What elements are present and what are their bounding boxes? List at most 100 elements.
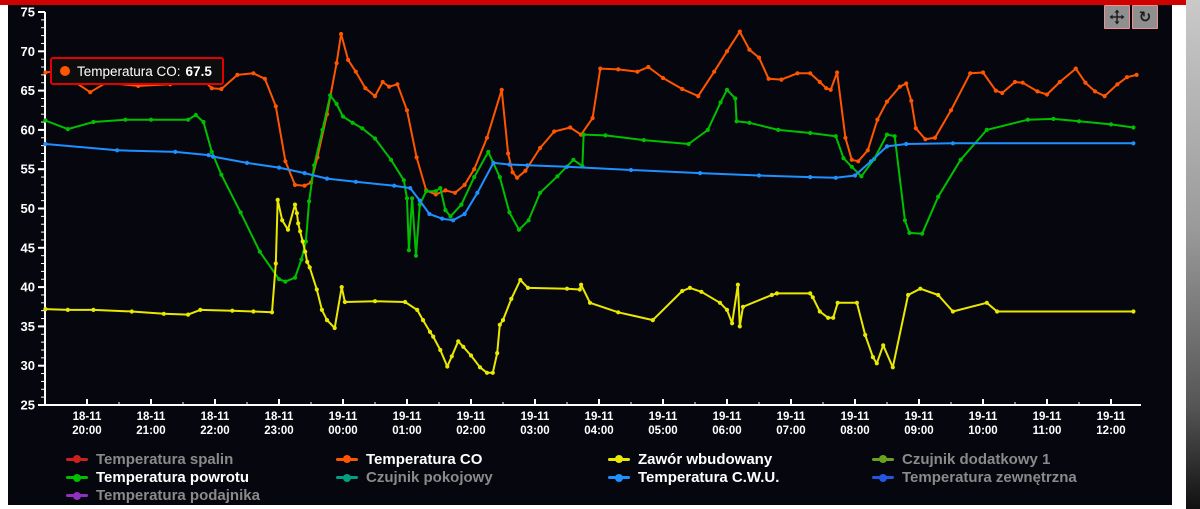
legend-marker-icon	[66, 473, 88, 482]
data-point	[328, 93, 333, 98]
data-point	[766, 76, 771, 81]
data-point	[499, 87, 504, 92]
legend-item-temperatura-powrotu[interactable]: Temperatura powrotu	[66, 468, 260, 486]
data-point	[936, 292, 941, 298]
data-point	[1108, 122, 1114, 127]
tooltip-label: Temperatura CO:	[77, 63, 181, 79]
data-point	[995, 309, 1000, 314]
data-point	[884, 132, 890, 137]
data-point	[906, 292, 911, 298]
data-point	[686, 141, 691, 147]
data-point	[452, 190, 458, 195]
data-point	[148, 117, 154, 122]
data-point	[420, 318, 426, 323]
legend-item-temperatura-spalin[interactable]: Temperatura spalin	[66, 450, 260, 468]
data-point	[275, 197, 280, 202]
data-point	[324, 318, 330, 323]
data-point	[448, 214, 453, 219]
legend-item-czujnik-dodatkowy-1[interactable]: Czujnik dodatkowy 1	[872, 450, 1077, 468]
data-point	[884, 144, 890, 149]
data-point	[884, 99, 890, 104]
x-tick-time: 07:00	[776, 425, 805, 437]
tooltip-value: 67.5	[185, 63, 212, 79]
pan-icon	[1109, 9, 1125, 25]
data-point	[433, 189, 438, 194]
data-point	[401, 178, 406, 183]
series-zaw-r-wbudowany	[43, 197, 1136, 375]
data-point	[292, 275, 298, 280]
y-tick-label: 50	[21, 201, 35, 216]
data-point	[372, 94, 378, 99]
legend-item-temperatura-zewn-trzna[interactable]: Temperatura zewnętrzna	[872, 468, 1077, 486]
vertical-scrollbar[interactable]	[1186, 0, 1200, 509]
data-point	[443, 208, 448, 213]
data-point	[833, 175, 838, 180]
legend-marker-icon	[336, 473, 358, 482]
data-point	[273, 104, 278, 109]
data-point	[461, 344, 466, 349]
data-point	[923, 137, 928, 142]
x-tick-time: 08:00	[840, 425, 869, 437]
x-tick-time: 01:00	[392, 425, 421, 437]
y-tick-label: 40	[21, 280, 35, 295]
data-point	[500, 318, 506, 323]
data-point	[737, 324, 742, 329]
data-point	[211, 154, 216, 159]
data-point	[1020, 80, 1025, 85]
data-point	[292, 202, 298, 207]
data-point	[484, 135, 490, 140]
x-tick-date: 19-11	[457, 411, 486, 423]
data-point	[302, 183, 307, 188]
legend-item-zaw-r-wbudowany[interactable]: Zawór wbudowany	[608, 450, 779, 468]
data-point	[219, 172, 224, 177]
data-point	[209, 86, 214, 91]
x-tick-time: 20:00	[72, 425, 101, 437]
data-point	[646, 64, 651, 70]
data-point	[833, 134, 838, 139]
data-point	[1131, 309, 1136, 314]
data-point	[431, 334, 436, 339]
legend-item-czujnik-pokojowy[interactable]: Czujnik pokojowy	[336, 468, 493, 486]
data-point	[484, 370, 490, 375]
data-point	[88, 90, 93, 95]
data-point	[1131, 125, 1136, 130]
data-point	[456, 339, 461, 344]
data-point	[523, 168, 528, 173]
data-point	[477, 365, 483, 370]
data-point	[424, 189, 429, 194]
x-axis: 18-11 20:00 18-11 21:00 18-11 22:00 18-11 23:00…	[72, 399, 1126, 437]
legend-item-temperatura-c-w-u[interactable]: Temperatura C.W.U.	[608, 468, 779, 486]
pan-button[interactable]	[1104, 5, 1130, 29]
legend-item-temperatura-co[interactable]: Temperatura CO	[336, 450, 493, 468]
data-point	[201, 119, 206, 125]
y-tick-label: 60	[21, 122, 35, 137]
y-tick-label: 55	[21, 162, 35, 177]
data-point	[475, 190, 480, 195]
legend-item-temperatura-podajnika[interactable]: Temperatura podajnika	[66, 487, 260, 505]
data-point	[907, 230, 912, 235]
data-point	[314, 287, 319, 292]
data-point	[1115, 82, 1120, 87]
x-tick-date: 18-11	[265, 411, 294, 423]
series-line-zaw-r-wbudowany	[45, 198, 1134, 374]
y-tick-label: 30	[21, 358, 35, 373]
data-point	[507, 210, 512, 215]
data-point	[292, 182, 298, 187]
legend-marker-icon	[872, 455, 894, 464]
data-point	[334, 101, 339, 107]
data-point	[868, 159, 874, 164]
data-point	[219, 86, 224, 92]
data-point	[198, 307, 203, 312]
refresh-button[interactable]: ↻	[1132, 5, 1158, 29]
data-point	[380, 79, 385, 85]
data-point	[831, 315, 836, 320]
data-point	[353, 69, 358, 74]
data-point	[870, 355, 876, 360]
data-point	[660, 75, 666, 81]
data-point	[650, 318, 655, 323]
data-point	[747, 120, 752, 125]
data-point	[603, 133, 608, 138]
data-point	[438, 186, 443, 191]
data-point	[705, 127, 710, 132]
data-point	[497, 322, 502, 327]
